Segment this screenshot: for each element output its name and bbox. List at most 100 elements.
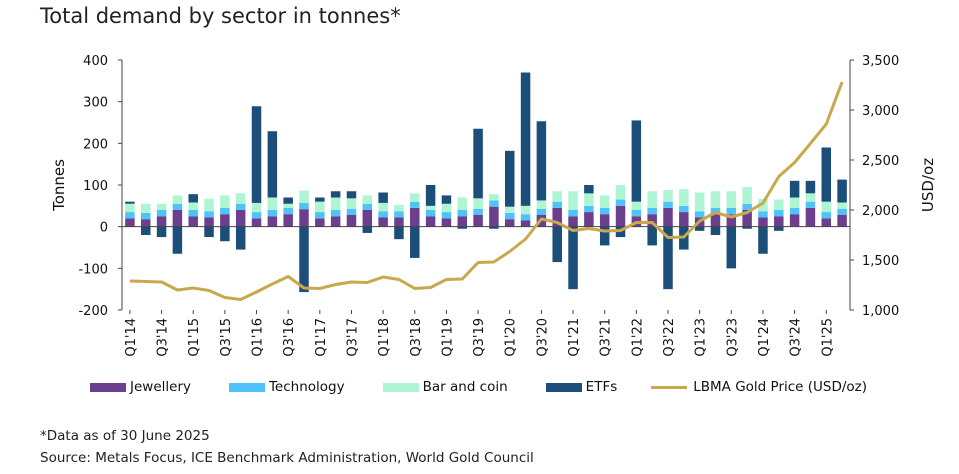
bar-jewellery: [615, 205, 626, 227]
bar-bar-and-coin: [346, 198, 357, 209]
bar-bar-and-coin: [694, 192, 705, 212]
bar-jewellery: [188, 216, 198, 227]
legend-item-bar-and-coin: Bar and coin: [382, 379, 508, 395]
bar-etfs: [156, 226, 167, 238]
bar-technology: [584, 205, 594, 213]
bar-bar-and-coin: [378, 202, 388, 212]
bar-jewellery: [710, 214, 721, 227]
bar-bar-and-coin: [315, 201, 325, 213]
legend-label-gold-price: LBMA Gold Price (USD/oz): [693, 379, 868, 395]
bar-jewellery: [220, 214, 230, 227]
plot-area: 400 300 200 100 0 -100 -200 3,500 3,000 2,500 2,00…: [50, 54, 937, 357]
x-tick-label: Q1'21: [567, 318, 582, 357]
bar-etfs: [584, 185, 594, 194]
x-tick-label: Q1'15: [187, 318, 202, 357]
bar-etfs: [536, 121, 547, 201]
bar-technology: [473, 208, 483, 215]
bar-jewellery: [204, 217, 214, 227]
bar-technology: [615, 199, 626, 206]
bar-technology: [568, 210, 578, 217]
bar-etfs: [283, 197, 293, 204]
y2-axis-title: USD/oz: [919, 158, 937, 212]
legend-swatch-gold-price: [651, 385, 688, 389]
legend-swatch-etfs: [545, 382, 582, 392]
bar-bar-and-coin: [710, 191, 721, 208]
bar-jewellery: [140, 219, 151, 227]
bar-etfs: [188, 194, 198, 203]
bar-jewellery: [552, 207, 562, 227]
bar-etfs: [172, 226, 183, 254]
legend-swatch-technology: [228, 382, 265, 392]
x-tick-label: Q1'24: [757, 318, 772, 357]
bar-bar-and-coin: [473, 198, 483, 209]
bar-technology: [805, 201, 816, 208]
bar-bar-and-coin: [821, 201, 832, 213]
x-tick-label: Q3'18: [409, 318, 424, 357]
bar-technology: [315, 212, 325, 219]
bar-bar-and-coin: [330, 197, 341, 210]
bar-bar-and-coin: [805, 193, 816, 202]
bar-technology: [156, 210, 167, 217]
bar-bar-and-coin: [283, 203, 293, 208]
bar-bar-and-coin: [251, 202, 262, 213]
bar-etfs: [251, 106, 262, 203]
bar-technology: [410, 201, 420, 208]
bar-bar-and-coin: [568, 191, 578, 210]
y-tick-label: 300: [83, 96, 108, 111]
bar-etfs: [710, 226, 721, 235]
footnote: *Data as of 30 June 2025: [40, 428, 210, 444]
bar-jewellery: [805, 207, 816, 227]
x-tick-label: Q1'22: [630, 318, 645, 357]
bar-bar-and-coin: [615, 185, 626, 200]
bar-jewellery: [663, 207, 673, 227]
bar-jewellery: [726, 214, 737, 227]
bar-technology: [489, 200, 499, 207]
bar-bar-and-coin: [457, 197, 468, 210]
bar-bar-and-coin: [220, 195, 230, 208]
bar-bar-and-coin: [299, 190, 309, 203]
bar-jewellery: [283, 214, 293, 227]
x-tick-label: Q3'21: [599, 318, 614, 357]
bar-bar-and-coin: [489, 194, 499, 201]
bar-etfs: [631, 120, 642, 202]
bar-technology: [821, 212, 832, 219]
bar-jewellery: [568, 216, 578, 227]
bar-jewellery: [821, 218, 832, 227]
bar-jewellery: [410, 207, 420, 227]
bar-etfs: [394, 226, 404, 240]
legend-item-technology: Technology: [228, 379, 345, 395]
bar-technology: [742, 203, 752, 210]
y-tick-label: -100: [78, 262, 108, 277]
bar-bar-and-coin: [726, 191, 737, 208]
bar-technology: [504, 212, 515, 220]
bar-bar-and-coin: [410, 193, 420, 202]
bar-bar-and-coin: [789, 197, 800, 208]
line-gold-price: [129, 81, 844, 301]
bar-bar-and-coin: [188, 202, 198, 210]
y-tick-label: 400: [83, 54, 108, 69]
bar-jewellery: [504, 219, 515, 227]
legend-item-jewellery: Jewellery: [90, 379, 191, 395]
bar-etfs: [378, 192, 388, 203]
bar-jewellery: [473, 215, 483, 227]
bar-bar-and-coin: [394, 205, 404, 212]
bar-technology: [251, 212, 262, 219]
x-tick-label: Q3'17: [345, 318, 360, 357]
x-tick-label: Q1'18: [377, 318, 392, 357]
bar-etfs: [726, 226, 737, 269]
source-note: Source: Metals Focus, ICE Benchmark Admi…: [40, 450, 534, 466]
bar-bar-and-coin: [837, 202, 847, 209]
bar-bar-and-coin: [647, 191, 657, 208]
bar-technology: [599, 207, 610, 215]
bar-etfs: [742, 226, 752, 229]
bar-jewellery: [235, 210, 246, 227]
bar-technology: [726, 207, 737, 215]
x-tick-label: Q1'17: [314, 318, 329, 357]
x-tick-label: Q3'19: [472, 318, 487, 357]
bar-jewellery: [172, 210, 183, 227]
bar-etfs: [267, 131, 278, 198]
bar-etfs: [346, 191, 357, 199]
bar-jewellery: [441, 218, 452, 227]
bar-etfs: [315, 197, 325, 202]
bar-etfs: [837, 179, 847, 203]
